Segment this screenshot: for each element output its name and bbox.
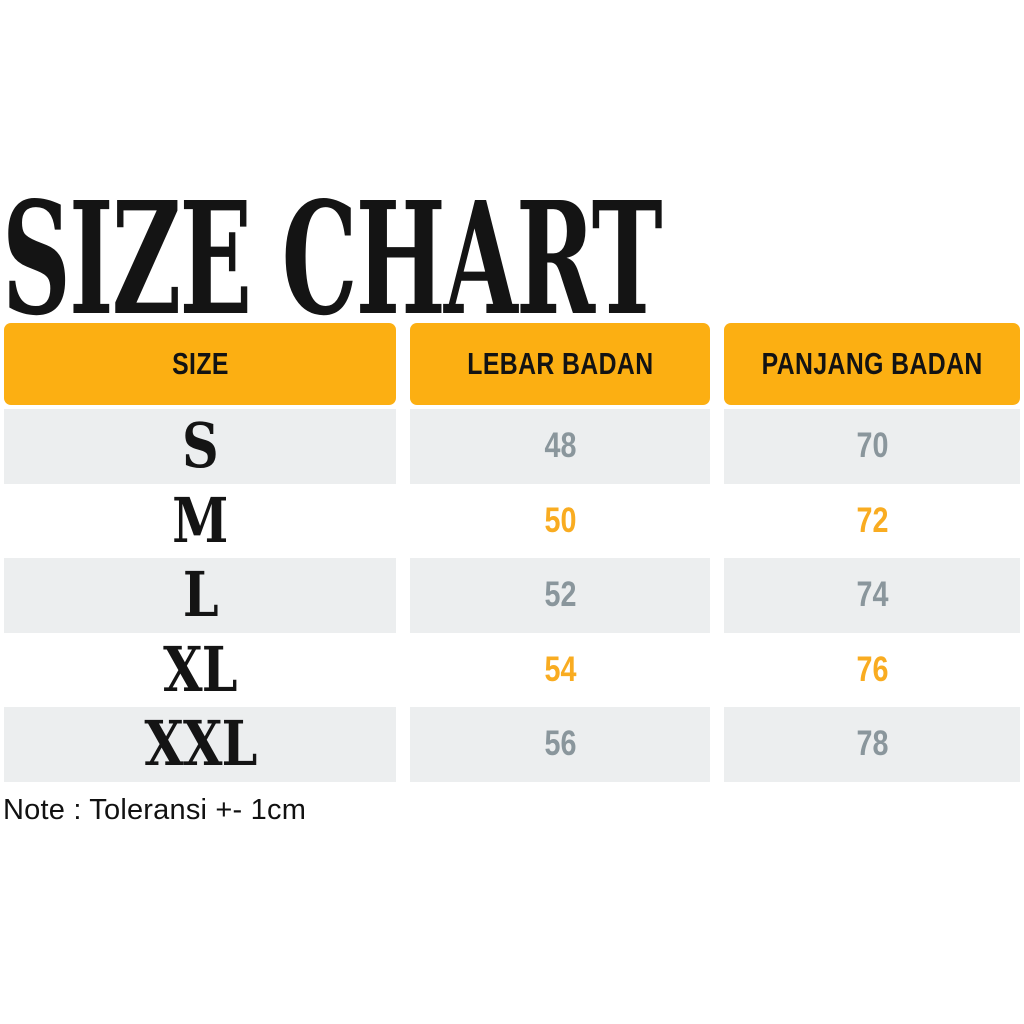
table-header-row: SIZE LEBAR BADAN PANJANG BADAN	[4, 323, 1020, 405]
panjang-badan-value: 74	[856, 575, 888, 615]
panjang-badan-value: 70	[856, 426, 888, 466]
lebar-badan-value: 50	[544, 500, 576, 540]
size-table: SIZE LEBAR BADAN PANJANG BADAN S 48 70	[4, 323, 1020, 782]
lebar-badan-cell: 50	[410, 484, 710, 559]
size-label: XL	[163, 632, 237, 706]
header-cell-panjang-badan: PANJANG BADAN	[724, 323, 1020, 405]
size-cell: XL	[4, 633, 396, 708]
header-cell-lebar-badan: LEBAR BADAN	[410, 323, 710, 405]
lebar-badan-cell: 54	[410, 633, 710, 708]
page-title-text: SIZE CHART	[2, 167, 663, 350]
table-row-l: L 52 74	[4, 558, 1020, 633]
panjang-badan-cell: 72	[724, 484, 1020, 559]
table-body: S 48 70 M 50 72	[4, 409, 1020, 782]
panjang-badan-cell: 76	[724, 633, 1020, 708]
header-cell-size: SIZE	[4, 323, 396, 405]
size-label: M	[172, 483, 228, 557]
size-cell: M	[4, 484, 396, 559]
lebar-badan-value: 52	[544, 575, 576, 615]
panjang-badan-cell: 74	[724, 558, 1020, 633]
header-label-size: SIZE	[171, 346, 229, 381]
panjang-badan-value: 78	[856, 724, 888, 764]
header-label-panjang-badan: PANJANG BADAN	[761, 346, 983, 381]
size-cell: L	[4, 558, 396, 633]
note-text: Note : Toleransi +- 1cm	[3, 794, 307, 826]
lebar-badan-cell: 48	[410, 409, 710, 484]
table-row-xxl: XXL 56 78	[4, 707, 1020, 782]
size-label: S	[182, 409, 219, 483]
panjang-badan-value: 72	[856, 500, 888, 540]
size-cell: XXL	[4, 707, 396, 782]
lebar-badan-cell: 56	[410, 707, 710, 782]
lebar-badan-value: 56	[544, 724, 576, 764]
lebar-badan-value: 54	[544, 649, 576, 689]
panjang-badan-cell: 78	[724, 707, 1020, 782]
header-label-lebar-badan: LEBAR BADAN	[466, 346, 654, 381]
size-label: L	[182, 558, 219, 632]
size-cell: S	[4, 409, 396, 484]
page-title: SIZE CHART	[2, 181, 1024, 336]
panjang-badan-cell: 70	[724, 409, 1020, 484]
table-row-s: S 48 70	[4, 409, 1020, 484]
panjang-badan-value: 76	[856, 649, 888, 689]
table-row-m: M 50 72	[4, 484, 1020, 559]
lebar-badan-value: 48	[544, 426, 576, 466]
table-row-xl: XL 54 76	[4, 633, 1020, 708]
size-label: XXL	[143, 707, 257, 781]
lebar-badan-cell: 52	[410, 558, 710, 633]
